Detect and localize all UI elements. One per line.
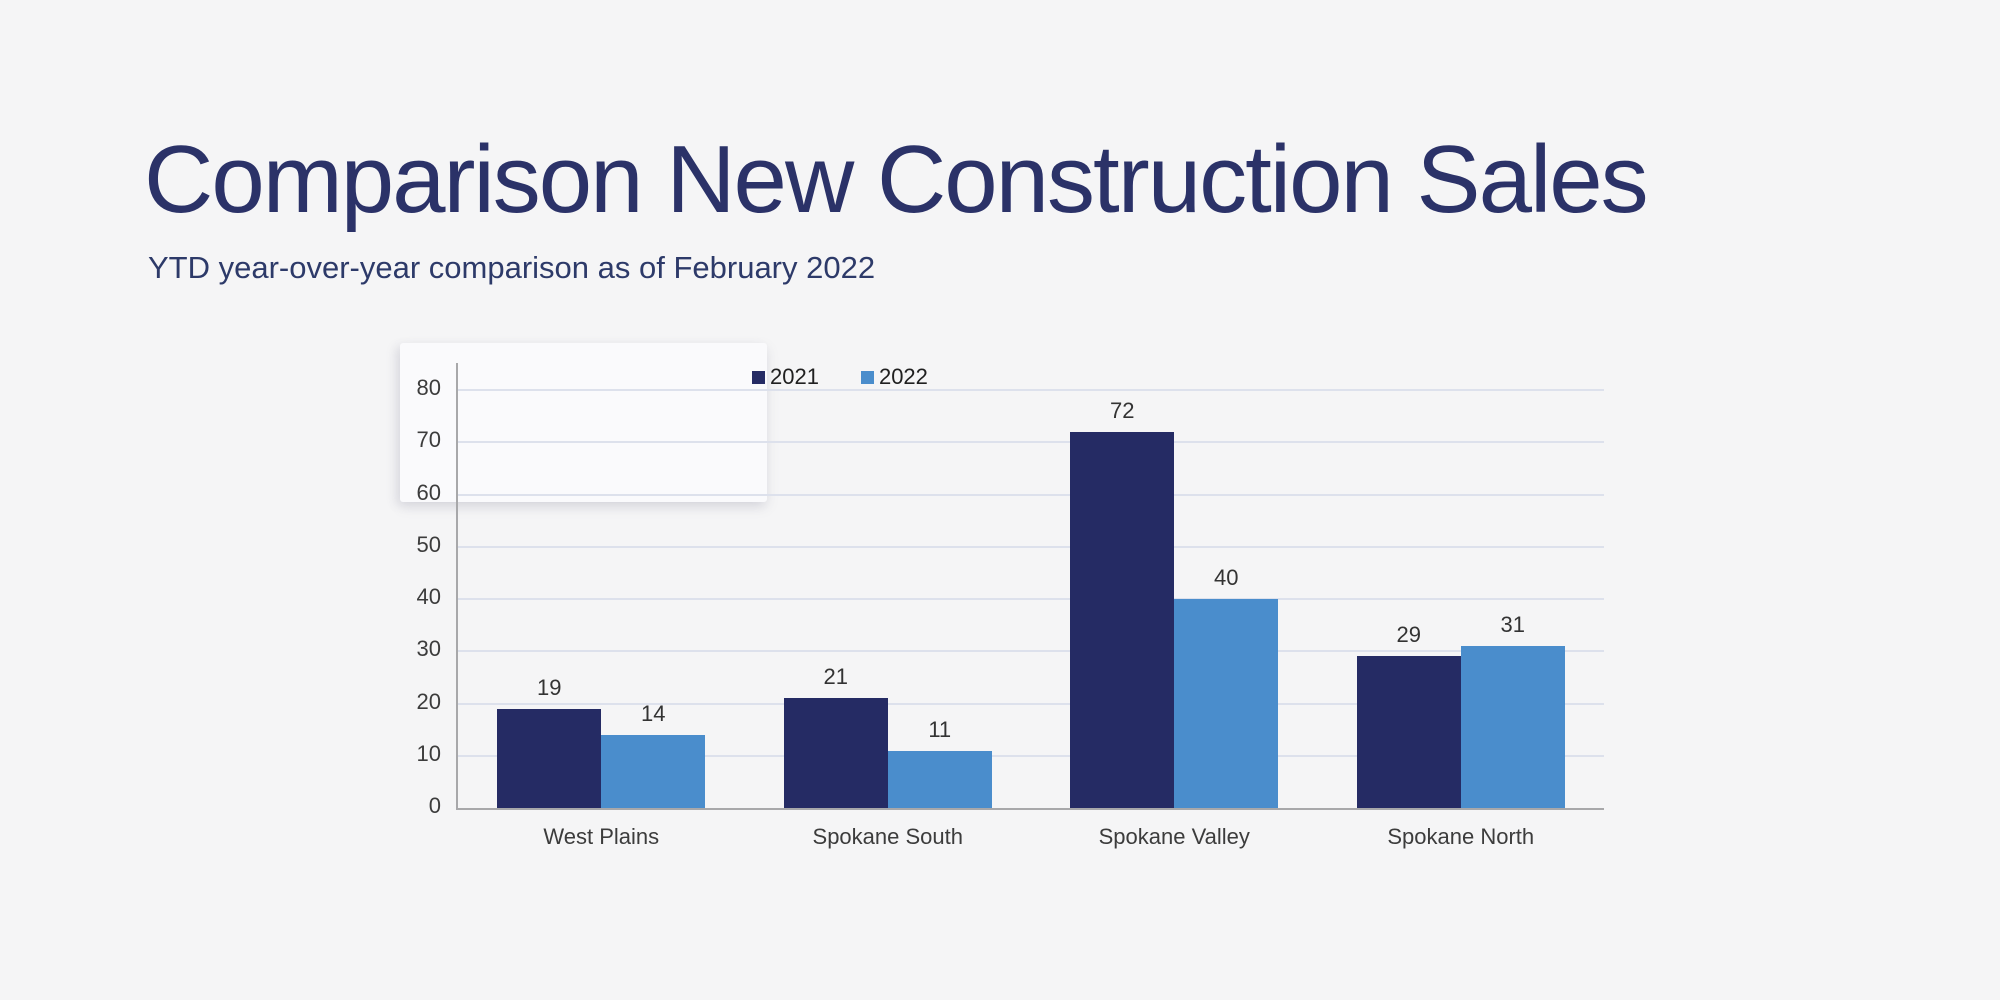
y-tick-label-70: 70 — [416, 427, 441, 453]
legend-swatch-2021 — [752, 370, 765, 384]
bar-2021-west-plains — [497, 708, 602, 808]
category-label-spokane-valley: Spokane Valley — [1098, 824, 1250, 849]
gridline-50 — [458, 545, 1604, 548]
legend-label-2021: 2021 — [770, 364, 819, 389]
value-label-2021-spokane-north: 29 — [1396, 622, 1421, 648]
page-title: Comparison New Construction Sales — [144, 126, 1649, 233]
bar-2022-spokane-valley — [1174, 599, 1279, 808]
bar-2021-spokane-valley — [1070, 431, 1175, 808]
category-label-spokane-south: Spokane South — [812, 824, 963, 849]
y-tick-label-20: 20 — [416, 688, 441, 714]
value-label-2022-west-plains: 14 — [641, 700, 666, 726]
gridline-10 — [458, 754, 1604, 757]
chart-legend: 2021 2022 — [752, 366, 928, 388]
y-tick-label-40: 40 — [416, 584, 441, 609]
bar-2022-spokane-south — [887, 750, 992, 808]
bar-2021-spokane-south — [783, 698, 888, 808]
gridline-20 — [458, 702, 1604, 705]
category-label-spokane-north: Spokane North — [1387, 824, 1535, 849]
value-label-2021-spokane-valley: 72 — [1110, 397, 1135, 423]
bar-2022-spokane-north — [1460, 646, 1565, 808]
legend-item-2021: 2021 — [752, 366, 819, 388]
category-label-west-plains: West Plains — [543, 824, 660, 849]
legend-label-2022: 2022 — [878, 364, 928, 389]
value-label-2022-spokane-north: 31 — [1500, 612, 1525, 638]
gridline-70 — [458, 441, 1604, 444]
value-label-2021-spokane-south: 21 — [823, 664, 848, 690]
y-axis-line — [456, 363, 458, 810]
gridline-60 — [458, 493, 1604, 496]
value-label-2021-west-plains: 19 — [537, 674, 562, 700]
x-axis-line — [458, 808, 1604, 810]
y-tick-label-60: 60 — [416, 479, 441, 505]
y-tick-label-10: 10 — [416, 740, 441, 766]
bar-2021-spokane-north — [1356, 656, 1461, 808]
y-tick-label-30: 30 — [416, 636, 441, 662]
y-tick-label-80: 80 — [416, 375, 441, 400]
legend-swatch-2022 — [860, 370, 874, 384]
value-label-2022-spokane-valley: 40 — [1214, 565, 1239, 590]
legend-item-2022: 2022 — [860, 364, 928, 389]
gridline-30 — [458, 650, 1604, 653]
y-tick-label-0: 0 — [428, 793, 441, 818]
gridline-80 — [458, 389, 1604, 391]
value-label-2022-spokane-south: 11 — [928, 716, 952, 742]
bar-2022-west-plains — [601, 734, 706, 808]
page-subtitle: YTD year-over-year comparison as of Febr… — [148, 250, 876, 285]
y-tick-label-50: 50 — [416, 531, 441, 557]
background-highlight-card — [400, 343, 767, 502]
gridline-40 — [458, 598, 1604, 600]
